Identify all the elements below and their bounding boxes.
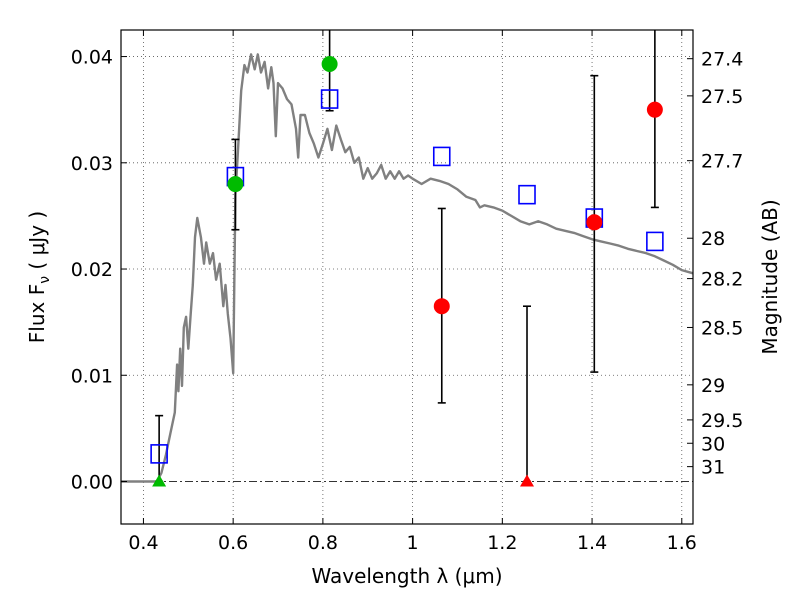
y-tick-label: 0.00: [71, 472, 113, 494]
y-tick-label: 0.04: [71, 47, 113, 69]
y2-tick-label: 27.7: [701, 151, 743, 173]
y-axis-label-subscript: ν: [37, 276, 53, 284]
y2-tick-label: 30: [701, 433, 725, 455]
y2-tick-label: 29: [701, 375, 725, 397]
detections-green-point: [321, 55, 338, 72]
axis-ticks: 0.4 0.6 0.8 1 1.2 1.4 1.6 0.00 0.01 0.02 0.03 0.04 2…: [71, 30, 743, 554]
y-axis-label: Flux Fν ( μJy ): [25, 211, 53, 343]
x-tick-label: 1.2: [487, 532, 517, 554]
y-axis-label-main: Flux F: [25, 284, 49, 343]
upper-limit-triangle: [520, 474, 535, 487]
y2-tick-label: 27.5: [701, 86, 743, 108]
plot-frame: [120, 29, 694, 525]
detections-red-point: [646, 101, 663, 118]
y2-axis-label: Magnitude (AB): [758, 199, 782, 354]
y2-tick-label: 28.5: [701, 317, 743, 339]
detections-green-point: [227, 176, 244, 193]
model-photometry-square: [646, 231, 664, 252]
detections-red-point: [433, 298, 450, 315]
x-tick-label: 0.4: [128, 532, 158, 554]
x-tick-label: 1.6: [667, 532, 697, 554]
model-photometry-square: [320, 89, 339, 109]
y2-tick-label: 28: [701, 228, 725, 250]
y-axis-label-unit: ( μJy ): [25, 211, 49, 276]
y2-tick-label: 28.2: [701, 269, 743, 291]
x-tick-label: 0.8: [308, 532, 338, 554]
y-tick-label: 0.02: [71, 259, 113, 281]
model-spectrum-line: [121, 53, 693, 483]
x-tick-label: 1.4: [577, 532, 607, 554]
x-axis-label: Wavelength λ (μm): [311, 564, 502, 588]
model-photometry-square: [432, 146, 451, 167]
plot-background: [121, 30, 693, 524]
detections-red-point: [586, 214, 603, 231]
y-tick-label: 0.03: [71, 153, 113, 175]
x-tick-label: 1: [407, 532, 419, 554]
y-tick-label: 0.01: [71, 365, 113, 387]
upper-limit-triangle: [152, 474, 167, 487]
model-photometry-square: [150, 444, 168, 464]
grid: [121, 30, 693, 524]
y2-tick-label: 27.4: [701, 49, 743, 71]
y2-tick-label: 31: [701, 457, 725, 479]
model-photometry-square: [518, 184, 536, 205]
y2-tick-label: 29.5: [701, 410, 743, 432]
x-tick-label: 0.6: [218, 532, 248, 554]
